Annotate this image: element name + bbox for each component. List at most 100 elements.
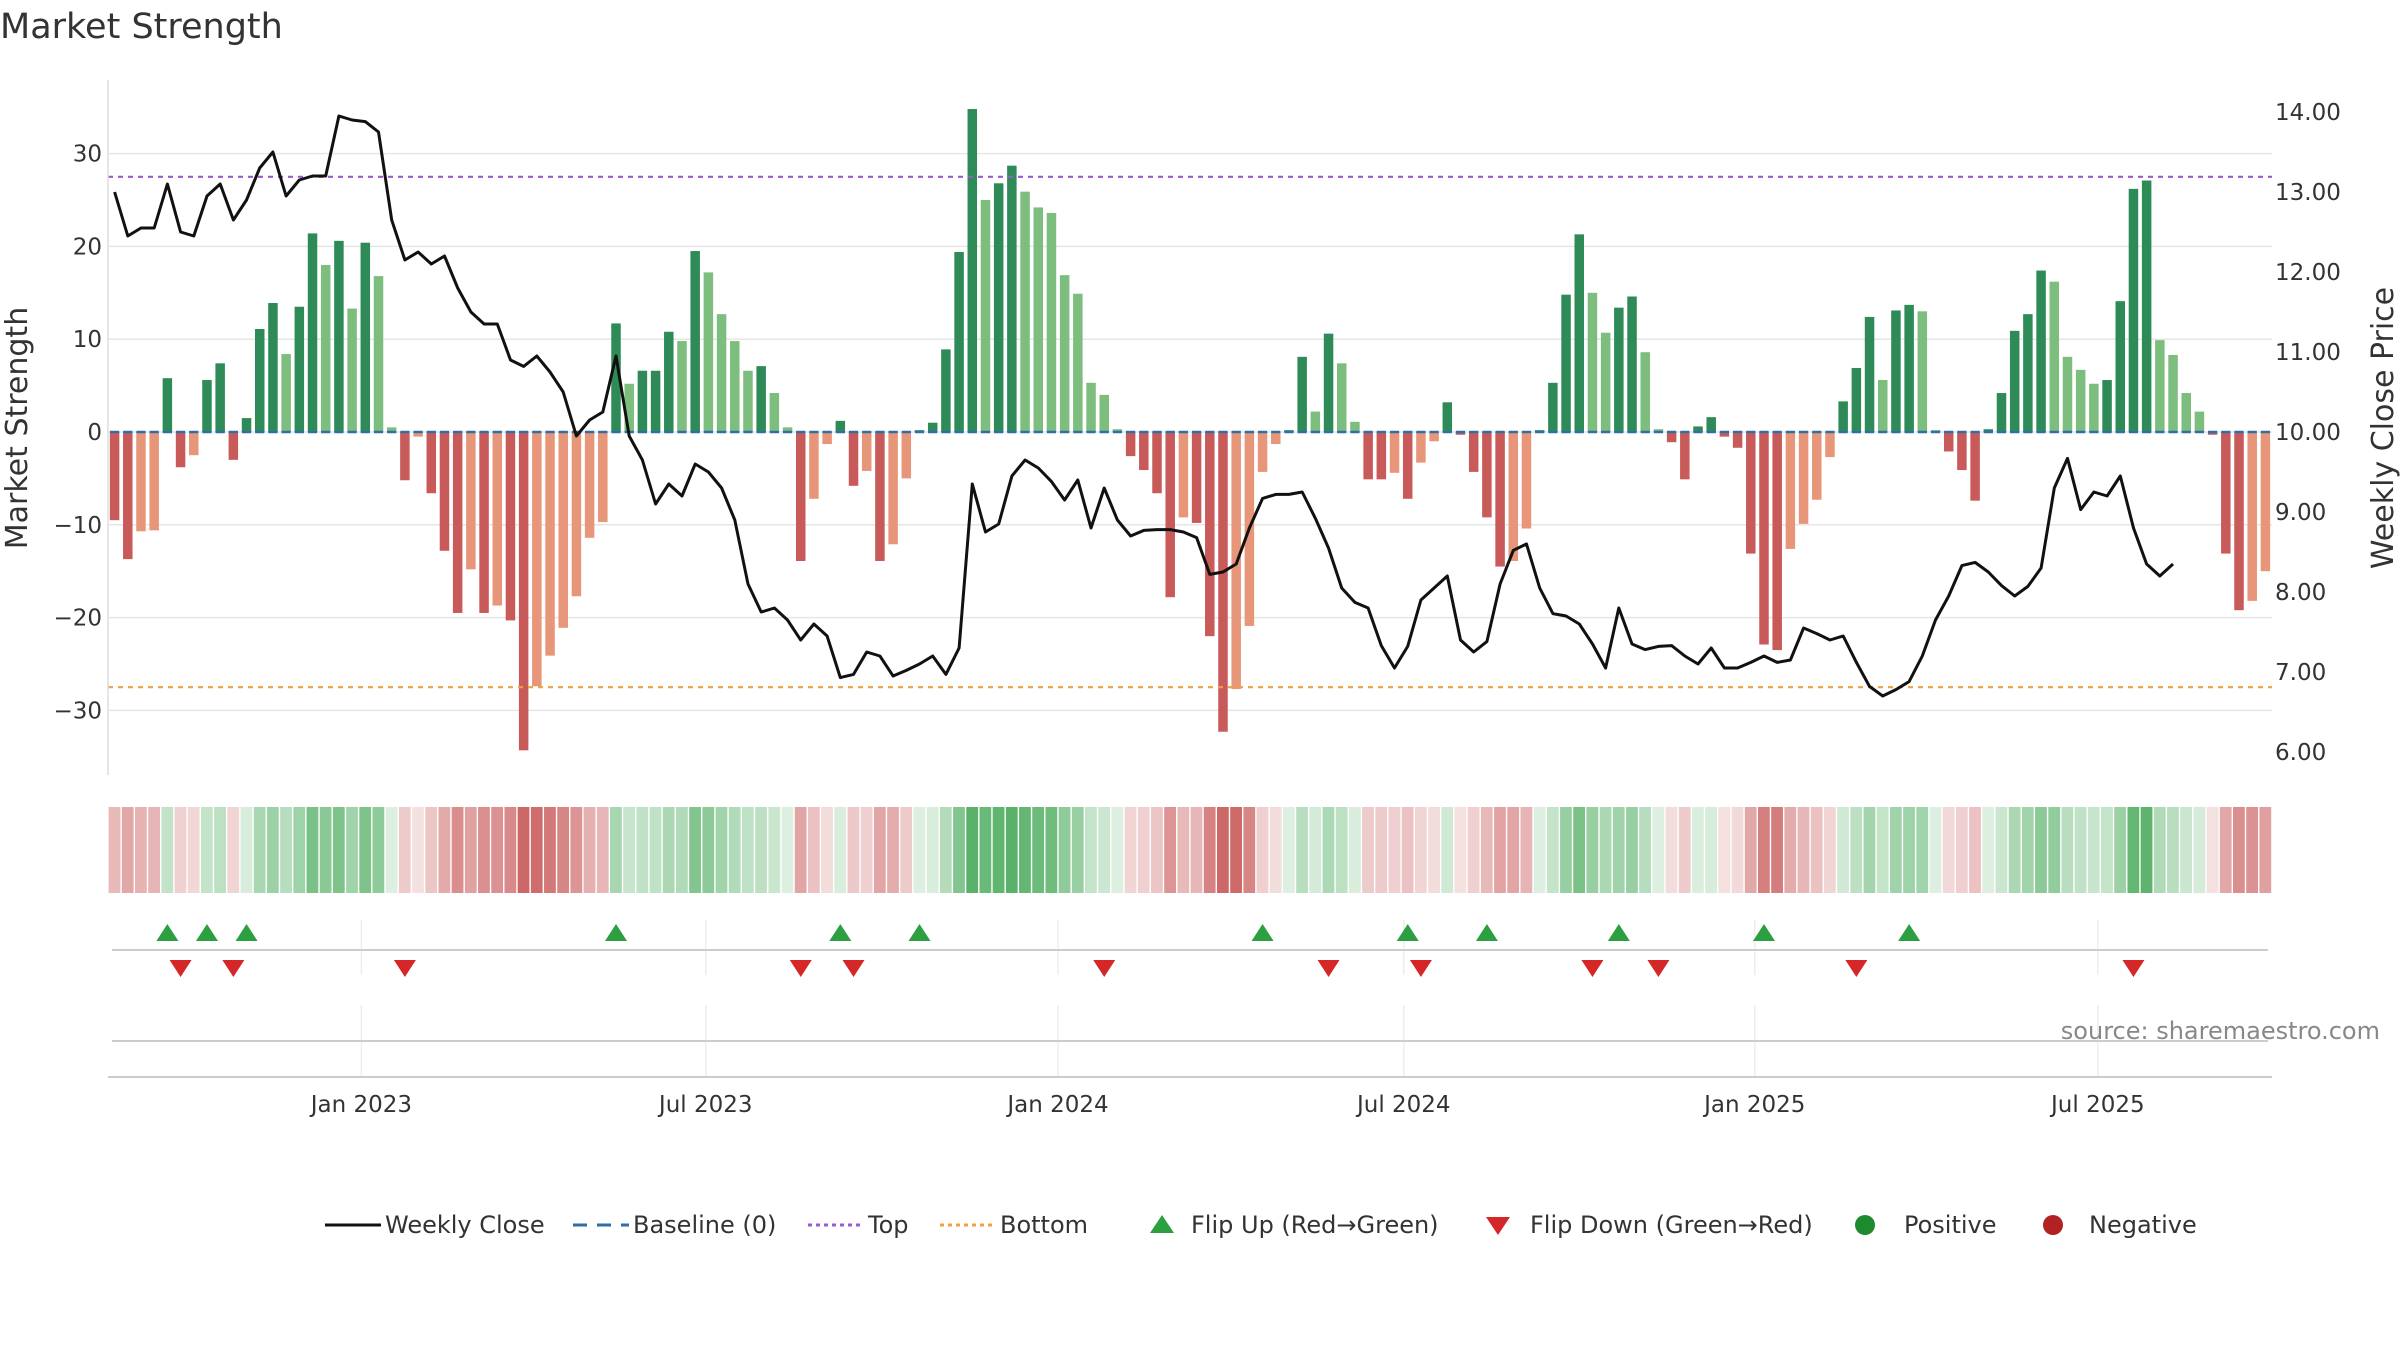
heat-cell [1744,807,1757,893]
strength-bar [1825,432,1835,458]
strength-bar [822,432,832,445]
flip-down-marker [2122,960,2145,977]
strength-bar [439,432,450,551]
strength-bar [254,328,265,432]
strength-bar [1798,432,1809,524]
y-tick-label: 30 [73,142,102,168]
heat-cell [2008,807,2021,893]
heat-cell [1626,807,1638,893]
y2-tick-label: 12.00 [2275,260,2341,286]
strength-bar [1271,432,1281,445]
heat-cell [1810,807,1823,893]
heat-cell [2101,807,2113,893]
flip-down-marker [1093,960,1116,977]
heat-cell [1230,807,1242,893]
strength-bar [677,341,687,432]
heat-cell [1929,807,1942,893]
strength-bars [109,109,2271,751]
y2-tick-label: 7.00 [2275,660,2326,686]
strength-bar [1455,432,1466,435]
legend-label-bottom: Bottom [1000,1211,1088,1239]
strength-bar [571,432,582,597]
heat-cell [1797,807,1810,893]
heat-cell [2035,807,2047,893]
heat-cell [1639,807,1652,893]
strength-bar [1495,432,1505,567]
heat-cell [504,807,517,893]
strength-bar [281,354,291,432]
heat-cell [187,807,200,893]
strength-bar [2141,180,2152,432]
strength-bar [1719,432,1730,437]
flip-up-marker [1607,924,1630,941]
strength-bar [400,432,410,481]
heat-cell [1388,807,1401,893]
strength-bar [1653,429,1664,432]
heat-cell [583,807,596,893]
heat-cell [1533,807,1546,893]
strength-bar [466,432,476,570]
heat-cell [2193,807,2206,893]
strength-bar [1812,432,1822,500]
strength-bar [1759,432,1769,645]
heat-cell [1151,807,1163,893]
strength-bar [241,418,252,432]
heat-cell [1177,807,1190,893]
heat-cell [1823,807,1836,893]
strength-bar [848,432,859,486]
strength-bar [1139,432,1149,471]
y2-tick-label: 9.00 [2275,500,2326,526]
grid [108,152,2272,1077]
heat-cell [610,807,622,893]
y-tick-label: 0 [87,420,102,446]
strength-bar [1007,165,1017,432]
strength-bar [795,432,806,561]
heat-cell [979,807,992,893]
heat-cell [1480,807,1493,893]
heat-cell [1071,807,1084,893]
x-tick-label: Jan 2024 [1005,1092,1108,1118]
strength-bar [1376,432,1387,480]
strength-bar [2221,432,2231,554]
strength-bar [664,331,674,432]
strength-bar [650,370,661,432]
y-tick-label: −30 [53,698,102,724]
heat-cell [1032,807,1045,893]
heat-cell [1467,807,1480,893]
heat-cell [1876,807,1889,893]
strength-bar [1970,432,1980,501]
heat-cell [1889,807,1902,893]
flip-down-marker [789,960,812,977]
heat-cell [2259,807,2272,893]
heat-cell [1216,807,1229,893]
strength-bar [1416,432,1426,463]
x-tick-label: Jan 2025 [1702,1092,1805,1118]
heat-cell [253,807,266,893]
strength-bar [320,264,331,432]
strength-bar [1099,394,1109,432]
flip-up-marker [235,924,258,941]
heat-cell [2021,807,2034,893]
strength-bar [2247,432,2257,601]
strength-bar [1891,310,1901,432]
flip-up-marker [1475,924,1498,941]
heat-cell [372,807,385,893]
heat-cell [926,807,939,893]
strength-bar [452,432,463,613]
heat-cell [398,807,411,893]
strength-bar [875,432,885,561]
heat-cell [1203,807,1216,893]
legend-label-flipup: Flip Up (Red→Green) [1191,1211,1439,1239]
strength-bar [901,432,912,479]
legend-label-top: Top [867,1211,909,1239]
strength-bar [1877,380,1888,432]
strength-bar [2128,188,2139,432]
heat-cell [280,807,292,893]
strength-bar [123,432,133,560]
heat-cell [1731,807,1744,893]
heat-cell [1428,807,1440,893]
flip-up-marker [156,924,179,941]
weekly-close-layer [113,114,2175,698]
legend-label-baseline: Baseline (0) [633,1211,776,1239]
strength-bar [492,432,503,606]
